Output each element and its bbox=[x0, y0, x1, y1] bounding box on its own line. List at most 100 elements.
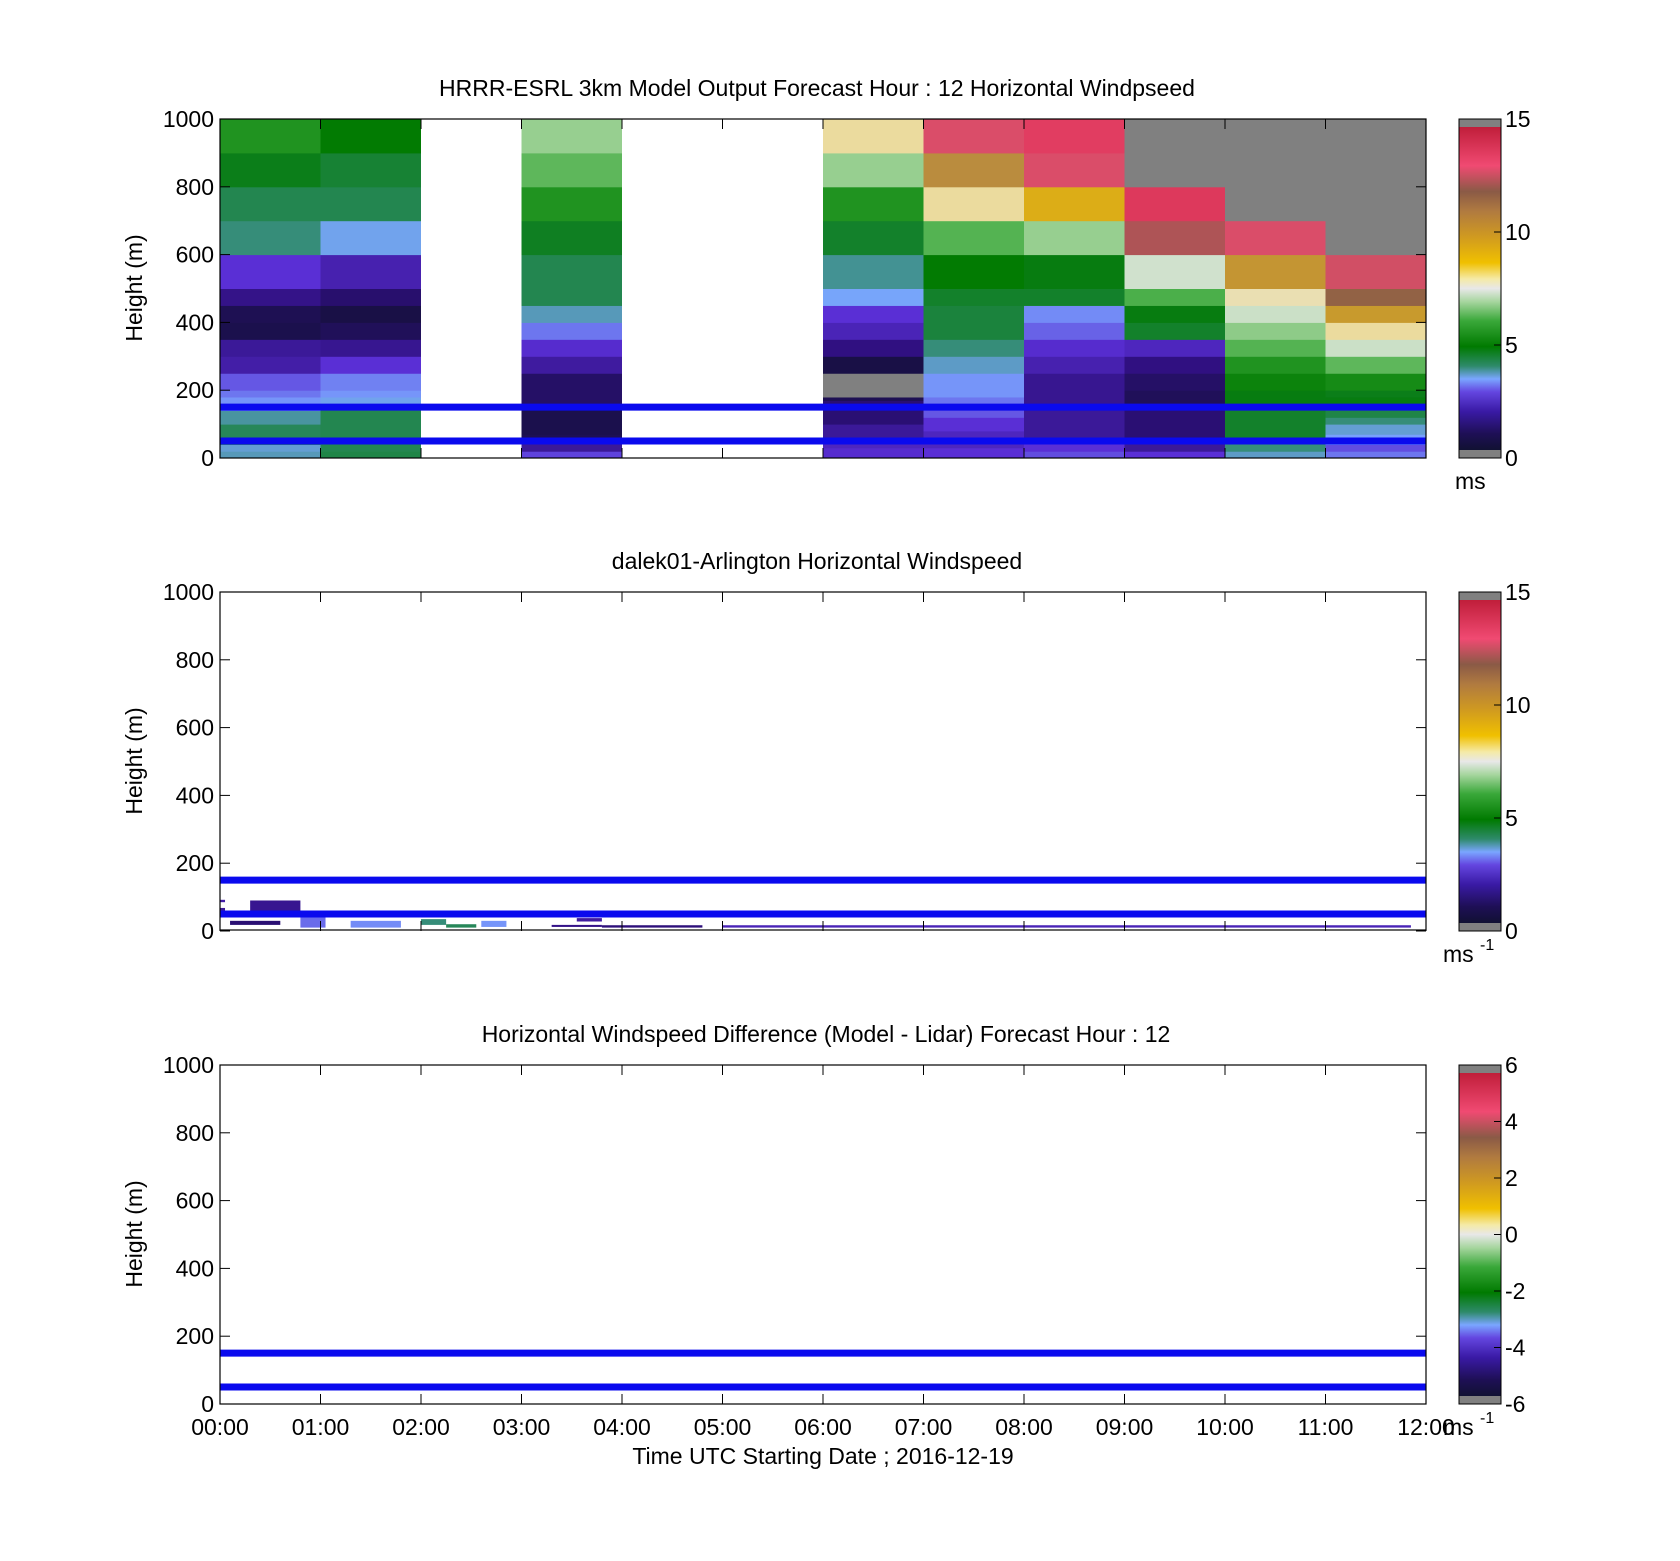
heatmap-cell bbox=[923, 288, 1024, 306]
heatmap-cell bbox=[1024, 441, 1125, 452]
y-tick-label: 800 bbox=[176, 647, 214, 673]
y-axis-label: Height (m) bbox=[121, 1180, 147, 1287]
heatmap-cell bbox=[823, 396, 924, 401]
colorbar-under-swatch bbox=[1459, 1396, 1501, 1404]
colorbar-under-swatch bbox=[1459, 450, 1501, 458]
heatmap-cell bbox=[823, 186, 924, 222]
x-tick-label: 02:00 bbox=[392, 1414, 450, 1440]
heatmap-cell bbox=[1325, 356, 1426, 374]
heatmap-cell bbox=[1124, 407, 1225, 442]
y-tick-label: 200 bbox=[176, 1323, 214, 1349]
colorbar-tick-label: 0 bbox=[1505, 1222, 1518, 1248]
x-tick-label: 11:00 bbox=[1298, 1414, 1354, 1440]
heatmap-cell bbox=[823, 373, 924, 398]
heatmap-cell bbox=[1325, 373, 1426, 391]
heatmap-cell bbox=[1225, 451, 1326, 459]
x-tick-label: 00:00 bbox=[191, 1414, 249, 1440]
x-axis bbox=[219, 119, 1427, 458]
chart-title: Horizontal Windspeed Difference (Model -… bbox=[482, 1021, 1171, 1047]
heatmap-cell bbox=[1124, 322, 1225, 340]
heatmap-cell bbox=[320, 152, 421, 188]
colorbar-units: ms bbox=[1455, 468, 1486, 494]
heatmap-cell bbox=[320, 254, 421, 289]
heatmap-cell bbox=[823, 447, 924, 459]
heatmap-cell bbox=[1225, 220, 1326, 256]
y-tick-label: 400 bbox=[176, 782, 214, 808]
reference-lines bbox=[220, 403, 1426, 445]
heatmap-cell bbox=[551, 924, 602, 927]
y-tick-label: 600 bbox=[176, 715, 214, 741]
heatmap-cell bbox=[1124, 339, 1225, 357]
heatmap-cell bbox=[823, 322, 924, 340]
difference-panel: Horizontal Windspeed Difference (Model -… bbox=[121, 1021, 1526, 1469]
heatmap-cell bbox=[220, 356, 321, 374]
colorbar-tick-label: 0 bbox=[1505, 445, 1518, 471]
heatmap-cell bbox=[521, 254, 622, 306]
heatmap-cell bbox=[220, 899, 226, 903]
heatmap-cell bbox=[521, 322, 622, 340]
chart-title: HRRR-ESRL 3km Model Output Forecast Hour… bbox=[439, 75, 1195, 101]
heatmap-cell bbox=[220, 339, 321, 357]
heatmap-cell bbox=[1225, 119, 1326, 222]
y-tick-label: 0 bbox=[201, 445, 214, 471]
heatmap-cell bbox=[220, 410, 321, 425]
colorbar-units: ms bbox=[1443, 941, 1474, 967]
colorbar-tick-label: -6 bbox=[1505, 1391, 1525, 1417]
heatmap-cell bbox=[1325, 322, 1426, 340]
model-output-panel: HRRR-ESRL 3km Model Output Forecast Hour… bbox=[121, 75, 1531, 494]
heatmap-cell bbox=[823, 424, 924, 439]
heatmap-cell bbox=[722, 925, 1411, 928]
heatmap-cell bbox=[1325, 288, 1426, 306]
colorbar: 0 5 10 15 ms -1 bbox=[1443, 579, 1531, 967]
y-tick-label: 400 bbox=[176, 1255, 214, 1281]
heatmap-cell bbox=[823, 220, 924, 256]
x-tick-label: 05:00 bbox=[694, 1414, 752, 1440]
heatmap-cell bbox=[1225, 441, 1326, 452]
colorbar-over-swatch bbox=[1459, 592, 1501, 600]
heatmap-cell bbox=[220, 322, 321, 340]
colorbar-units-exponent: -1 bbox=[1480, 1410, 1494, 1427]
y-axis-label: Height (m) bbox=[121, 707, 147, 814]
heatmap-cell bbox=[521, 119, 622, 154]
heatmap-cell bbox=[446, 924, 477, 928]
x-tick-label: 07:00 bbox=[895, 1414, 953, 1440]
heatmap-cell bbox=[923, 417, 1024, 432]
heatmap-cell bbox=[521, 152, 622, 188]
colorbar-gradient bbox=[1459, 127, 1501, 450]
heatmap-cell bbox=[320, 220, 421, 256]
lidar-panel: dalek01-Arlington Horizontal Windspeed 0… bbox=[121, 548, 1531, 967]
colorbar-under-swatch bbox=[1459, 923, 1501, 931]
colorbar-tick-label: 6 bbox=[1505, 1052, 1518, 1078]
colorbar-over-swatch bbox=[1459, 119, 1501, 127]
y-tick-label: 400 bbox=[176, 309, 214, 335]
heatmap-cell bbox=[320, 407, 421, 452]
reference-lines bbox=[220, 1349, 1426, 1391]
colorbar-tick-label: 10 bbox=[1505, 692, 1531, 718]
colorbar-tick-label: -2 bbox=[1505, 1278, 1525, 1304]
heatmap-cell bbox=[220, 186, 321, 222]
x-tick-label: 03:00 bbox=[493, 1414, 551, 1440]
heatmap-cell bbox=[923, 305, 1024, 340]
heatmap-cell bbox=[320, 356, 421, 374]
colorbar-tick-label: -4 bbox=[1505, 1335, 1526, 1361]
heatmap-cell bbox=[521, 356, 622, 374]
heatmap-cell bbox=[1124, 220, 1225, 256]
heatmap-cell bbox=[220, 396, 321, 405]
heatmap-cell bbox=[601, 925, 703, 928]
colorbar-gradient bbox=[1459, 600, 1501, 923]
x-tick-label: 08:00 bbox=[995, 1414, 1053, 1440]
heatmap-cell bbox=[1024, 356, 1125, 374]
heatmap-cell bbox=[823, 152, 924, 188]
y-axis-label: Height (m) bbox=[121, 234, 147, 341]
heatmap-cell bbox=[320, 451, 421, 459]
colorbar-tick-label: 15 bbox=[1505, 579, 1531, 605]
heatmap-cell bbox=[1024, 119, 1125, 154]
heatmap-cell bbox=[350, 920, 401, 928]
heatmap-cell bbox=[320, 390, 421, 398]
heatmap-cell bbox=[923, 152, 1024, 188]
heatmap-cell bbox=[1124, 441, 1225, 452]
heatmap-cell bbox=[823, 339, 924, 357]
heatmap-cell bbox=[1124, 119, 1225, 188]
colorbar-tick-label: 15 bbox=[1505, 106, 1531, 132]
heatmap-cell bbox=[1325, 254, 1426, 289]
